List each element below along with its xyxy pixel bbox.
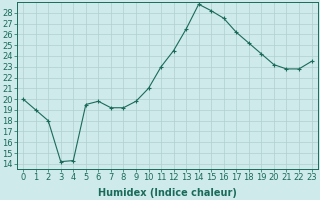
X-axis label: Humidex (Indice chaleur): Humidex (Indice chaleur) xyxy=(98,188,237,198)
